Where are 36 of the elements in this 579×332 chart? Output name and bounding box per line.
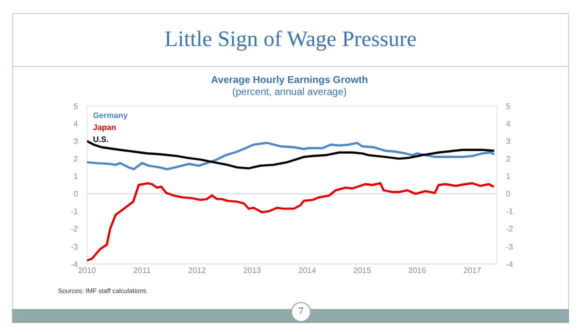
y2-tick-label: 1 bbox=[506, 172, 511, 182]
y-tick-label: -2 bbox=[70, 224, 79, 234]
y-tick-label: 1 bbox=[74, 172, 79, 182]
y-tick-label: -4 bbox=[70, 260, 79, 269]
x-tick-label: 2016 bbox=[408, 266, 427, 275]
y2-tick-label: 2 bbox=[506, 154, 511, 164]
x-tick-label: 2017 bbox=[463, 266, 482, 275]
line-series bbox=[87, 182, 495, 262]
y2-tick-label: -3 bbox=[506, 242, 514, 252]
y-tick-label: -1 bbox=[70, 207, 79, 216]
y2-tick-label: 3 bbox=[506, 136, 511, 146]
y2-tick-label: 4 bbox=[506, 119, 511, 128]
y-tick-label: -3 bbox=[70, 242, 79, 252]
text: Japan bbox=[93, 123, 116, 132]
y2-tick-label: 5 bbox=[506, 102, 511, 111]
y-tick-label: 4 bbox=[74, 119, 79, 128]
x-tick-label: 2013 bbox=[243, 266, 262, 275]
chart-title: Little Sign of Wage Pressure bbox=[163, 26, 418, 52]
y-tick-label: 0 bbox=[74, 190, 79, 199]
y-tick-label: 3 bbox=[74, 136, 79, 146]
text: Germany bbox=[93, 111, 128, 120]
x-tick-label: 2010 bbox=[78, 266, 96, 275]
y2-tick-label: 0 bbox=[506, 190, 511, 199]
y2-tick-label: -4 bbox=[506, 260, 514, 269]
x-tick-label: 2015 bbox=[353, 266, 372, 275]
x-tick-label: 2011 bbox=[133, 266, 152, 275]
x-tick-label: 2012 bbox=[188, 266, 207, 275]
series-label: U.S. bbox=[93, 135, 109, 144]
chart-subtitle: Average Hourly Earnings Growth bbox=[210, 75, 369, 86]
y2-tick-label: -2 bbox=[506, 224, 514, 234]
y-axis-title: (percent, annual average) bbox=[231, 87, 348, 98]
y-tick-label: 5 bbox=[74, 102, 79, 111]
y2-tick-label: -1 bbox=[506, 207, 514, 216]
x-tick-label: 2014 bbox=[298, 266, 317, 275]
y-tick-label: 2 bbox=[74, 154, 79, 164]
text: 7 bbox=[291, 302, 311, 322]
